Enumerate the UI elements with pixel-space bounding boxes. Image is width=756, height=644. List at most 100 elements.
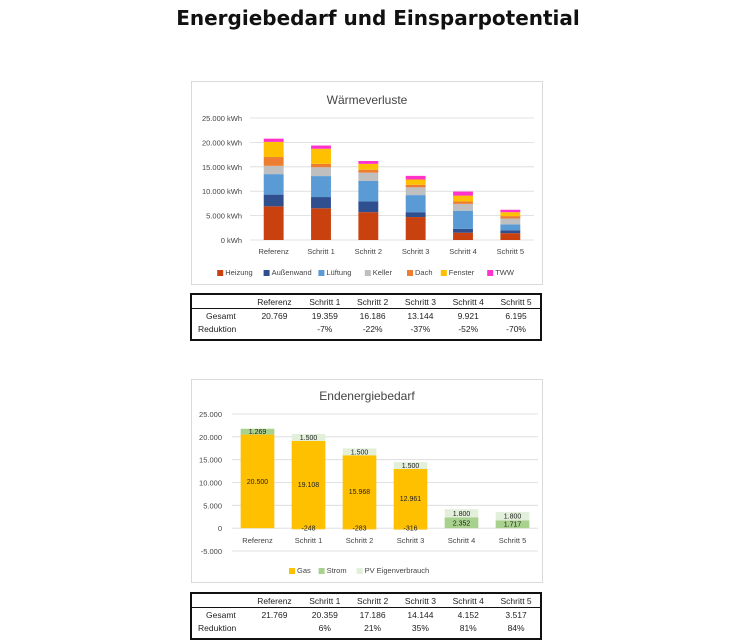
- data-label: 2.352: [453, 520, 471, 527]
- table-cell: 4.152: [457, 609, 479, 620]
- table-cell: -52%: [458, 323, 479, 334]
- bar-segment-dach: [311, 163, 331, 168]
- bar-segment-fenster: [405, 179, 426, 185]
- bar-segment-gas: [240, 434, 275, 529]
- data-label: 19.108: [298, 482, 320, 489]
- chart-title: Endenergiebedarf: [319, 389, 415, 403]
- bar-segment-keller: [311, 167, 331, 177]
- bar-segment-heizung: [311, 208, 331, 240]
- bar-segment-heizung: [453, 232, 473, 240]
- table-header-cell: Schritt 4: [444, 295, 493, 309]
- data-label: 20.500: [247, 479, 269, 486]
- bar-segment-gas: [291, 440, 326, 529]
- bar-segment-heizung: [405, 217, 426, 240]
- table-row-label: Reduktion: [198, 323, 237, 334]
- table-header-cell: Schritt 3: [396, 594, 445, 608]
- bar-segment-fenster: [358, 163, 379, 170]
- legend-swatch-strom: [318, 568, 325, 574]
- bar-segment-aussenwand: [453, 228, 473, 233]
- table-cell: 13.144: [407, 310, 434, 321]
- legend-swatch-lueftung: [318, 270, 325, 276]
- x-tick-label: Schritt 3: [402, 247, 430, 256]
- bar-segment-dach: [358, 169, 379, 173]
- data-label: 1.500: [300, 435, 318, 442]
- bar-segment-tww: [453, 191, 473, 196]
- table-cell: 21%: [364, 622, 382, 633]
- bar-segment-tww: [311, 145, 331, 149]
- table-cell: 3.517: [505, 609, 527, 620]
- bar-segment-tww: [358, 161, 379, 164]
- y-tick-label: 5.000 kWh: [206, 212, 242, 221]
- bar-segment-dach: [263, 157, 284, 166]
- table-header-cell: Schritt 2: [348, 295, 397, 309]
- bar-segment-pv-eigenverbrauch: [393, 462, 428, 469]
- table-cell: 20.359: [311, 609, 338, 620]
- y-tick-label: -5.000: [201, 547, 222, 556]
- table-header-cell: Schritt 5: [492, 295, 540, 309]
- x-tick-label: Referenz: [258, 247, 289, 256]
- y-tick-label: 10.000 kWh: [202, 187, 242, 196]
- x-tick-label: Schritt 4: [449, 247, 477, 256]
- bar-segment-negative: [291, 528, 326, 530]
- data-label: -248: [301, 525, 315, 532]
- legend-label: TWW: [495, 268, 515, 277]
- bar-segment-strom: [444, 517, 479, 529]
- table-row: Reduktion 6% 21% 35% 81% 84%: [192, 621, 540, 634]
- table-header-row: Referenz Schritt 1 Schritt 2 Schritt 3 S…: [192, 594, 540, 608]
- legend-label: PV Eigenverbrauch: [365, 566, 430, 575]
- chart-endenergiebedarf: Endenergiebedarf -5.000 0 5.000 10.000 15.000…: [191, 379, 543, 583]
- table-cell: 35%: [411, 622, 429, 633]
- data-label: 15.968: [349, 489, 371, 496]
- legend-swatch-fenster: [440, 270, 447, 276]
- table-cell: 84%: [507, 622, 525, 633]
- table-cell: 21.769: [261, 609, 288, 620]
- chart-waermeverluste: Wärmeverluste 0 kWh 5.000 kWh 10.000 kWh 15.…: [191, 81, 543, 285]
- legend-label: Strom: [327, 566, 347, 575]
- x-tick-label: Referenz: [242, 536, 273, 545]
- bar-segment-pv-eigenverbrauch: [495, 512, 530, 521]
- bar-segment-lueftung: [405, 195, 426, 213]
- data-label: 1.500: [351, 449, 369, 456]
- x-tick-label: Schritt 2: [355, 247, 383, 256]
- bar-segment-aussenwand: [311, 197, 331, 209]
- x-tick-label: Schritt 1: [295, 536, 323, 545]
- bar-segment-pv-eigenverbrauch: [342, 448, 377, 456]
- table-endenergiebedarf: Referenz Schritt 1 Schritt 2 Schritt 3 S…: [190, 592, 542, 640]
- legend-swatch-dach: [407, 270, 413, 276]
- bar-segment-lueftung: [500, 224, 521, 231]
- bar-segment-negative: [393, 528, 428, 530]
- table-header-cell: Schritt 1: [300, 594, 349, 608]
- bar-segment-fenster: [263, 141, 284, 158]
- x-tick-label: Schritt 4: [448, 536, 476, 545]
- table-row-label: Gesamt: [206, 310, 236, 321]
- legend-label: Dach: [415, 268, 433, 277]
- table-header-cell: [192, 594, 248, 608]
- y-tick-label: 0 kWh: [221, 236, 242, 245]
- table-header-cell: Schritt 4: [444, 594, 493, 608]
- y-tick-label: 0: [218, 524, 222, 533]
- data-label: 1.500: [402, 463, 420, 470]
- legend-swatch-gas: [289, 568, 295, 574]
- bar-segment-lueftung: [453, 210, 473, 229]
- bar-segment-heizung: [500, 233, 521, 240]
- y-tick-label: 20.000 kWh: [202, 138, 242, 147]
- bar-segment-aussenwand: [500, 230, 521, 234]
- legend-label: Lüftung: [326, 268, 351, 277]
- table-cell: [248, 621, 301, 634]
- bar-segment-keller: [500, 218, 521, 225]
- data-label: -316: [403, 526, 417, 533]
- y-tick-label: 25.000: [199, 410, 222, 419]
- y-tick-label: 15.000: [199, 456, 222, 465]
- y-tick-label: 20.000: [199, 433, 222, 442]
- bar-segment-strom: [240, 428, 275, 435]
- legend-swatch-tww: [487, 270, 494, 276]
- bar-segment-lueftung: [263, 174, 284, 195]
- bar-segment-gas: [393, 468, 428, 529]
- table-header-cell: Referenz: [248, 594, 301, 608]
- table-cell: [248, 322, 301, 335]
- bar-segment-dach: [500, 216, 521, 219]
- x-tick-label: Schritt 3: [397, 536, 425, 545]
- table-header-cell: Referenz: [248, 295, 301, 309]
- table-cell: 81%: [459, 622, 477, 633]
- bar-segment-keller: [453, 203, 473, 211]
